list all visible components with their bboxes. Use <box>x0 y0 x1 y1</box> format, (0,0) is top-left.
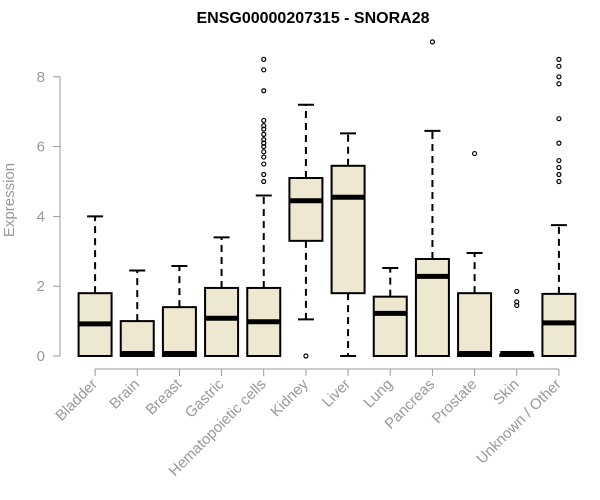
x-tick-label: Lung <box>360 376 396 412</box>
box-body <box>161 306 197 358</box>
outlier-point <box>303 353 309 359</box>
box-breast <box>161 264 197 358</box>
outlier-point <box>556 74 562 80</box>
outlier-point <box>556 56 562 62</box>
outlier-point <box>261 117 267 124</box>
outlier-point <box>261 171 267 178</box>
box-skin <box>499 288 535 358</box>
outlier-point <box>556 63 562 69</box>
outlier-point <box>556 157 562 164</box>
outlier-point <box>261 131 267 137</box>
x-tick-label: Brain <box>106 376 143 413</box>
x-tick-label: Skin <box>490 376 523 409</box>
box-pancreas <box>414 39 450 357</box>
boxes <box>77 39 577 359</box>
outlier-point <box>514 288 520 295</box>
y-axis: 0 2 4 6 8 <box>37 69 61 365</box>
outlier-point <box>261 88 267 94</box>
y-tick-label: 8 <box>37 69 45 86</box>
outlier-point <box>556 171 562 178</box>
outlier-point <box>261 154 267 160</box>
box-body <box>457 292 493 357</box>
outlier-point <box>261 123 267 129</box>
box-lung <box>372 267 408 358</box>
outlier-point <box>261 149 267 155</box>
box-body <box>119 320 155 358</box>
outlier-point <box>514 299 520 305</box>
y-tick-label: 0 <box>37 348 45 365</box>
x-tick-label: Bladder <box>52 376 101 425</box>
box-prostate <box>457 150 493 357</box>
y-tick-label: 6 <box>37 139 45 156</box>
chart-title: ENSG00000207315 - SNORA28 <box>196 10 429 27</box>
box-kidney <box>288 103 324 359</box>
x-tick-label: Kidney <box>267 375 312 420</box>
outlier-point <box>556 81 562 87</box>
box-liver <box>330 132 366 357</box>
box-gastric <box>204 236 240 358</box>
box-body <box>204 286 240 358</box>
y-tick-label: 4 <box>37 208 45 225</box>
outlier-point <box>261 178 267 185</box>
outlier-point <box>471 150 478 157</box>
outlier-point <box>556 140 562 146</box>
y-tick-label: 2 <box>37 278 45 295</box>
x-tick-label: Breast <box>143 375 186 418</box>
box-body <box>414 257 450 357</box>
box-hematopoietic-cells <box>246 56 282 358</box>
box-bladder <box>77 215 113 357</box>
outlier-point <box>261 161 267 167</box>
outlier-point <box>556 164 562 171</box>
box-brain <box>119 269 155 358</box>
box-body <box>372 295 408 358</box>
outlier-point <box>261 56 267 62</box>
x-tick-label: Liver <box>319 376 354 411</box>
x-tick-label: Prostate <box>429 376 481 428</box>
outlier-point <box>556 116 562 122</box>
outlier-point <box>556 178 562 185</box>
outlier-point <box>261 137 267 143</box>
outlier-point <box>429 39 436 45</box>
box-body <box>330 164 366 295</box>
box-unknown-other <box>541 56 577 357</box>
outlier-point <box>261 67 267 73</box>
box-body <box>288 177 324 242</box>
y-axis-label: Expression <box>1 163 18 237</box>
